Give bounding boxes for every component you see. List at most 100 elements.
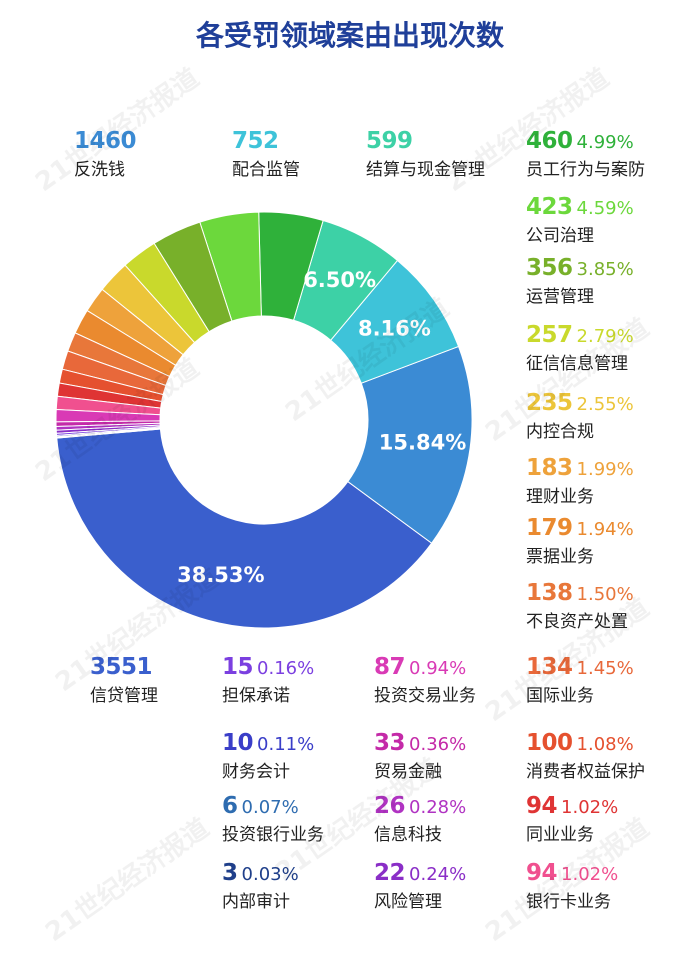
legend-label: 风险管理	[374, 892, 442, 912]
legend-item: 87 0.94% 投资交易业务	[374, 654, 476, 706]
legend-label: 理财业务	[526, 487, 594, 507]
legend-item: 460 4.99% 员工行为与案防	[526, 128, 645, 180]
legend-count: 1460	[74, 128, 137, 154]
legend-count: 3	[222, 860, 238, 886]
legend-count: 179	[526, 515, 573, 541]
legend-item: 3551 信贷管理	[90, 654, 158, 706]
legend-count: 26	[374, 793, 406, 819]
legend-item: 257 2.79% 征信信息管理	[526, 322, 634, 374]
chart-title: 各受罚领域案由出现次数	[195, 19, 504, 52]
legend-percent: 1.45%	[576, 658, 634, 679]
legend-label: 财务会计	[222, 762, 290, 782]
legend-percent: 0.16%	[257, 658, 315, 679]
legend-percent: 2.79%	[576, 326, 634, 347]
legend-item: 423 4.59% 公司治理	[526, 194, 634, 246]
legend-label: 不良资产处置	[526, 612, 628, 632]
legend-count: 3551	[90, 654, 153, 680]
legend-percent: 0.24%	[409, 864, 467, 885]
legend-label: 员工行为与案防	[526, 160, 645, 180]
legend-item: 183 1.99% 理财业务	[526, 455, 634, 507]
legend-item: 15 0.16% 担保承诺	[222, 654, 314, 706]
legend-label: 国际业务	[526, 686, 594, 706]
legend-percent: 0.28%	[409, 797, 467, 818]
legend-label: 结算与现金管理	[366, 160, 485, 180]
legend-percent: 0.07%	[241, 797, 299, 818]
legend-percent: 0.03%	[241, 864, 299, 885]
legend-item: 599 结算与现金管理	[366, 128, 485, 180]
legend-percent: 1.02%	[561, 797, 619, 818]
legend-percent: 0.36%	[409, 734, 467, 755]
legend-count: 138	[526, 580, 573, 606]
legend-label: 信息科技	[374, 825, 442, 845]
legend-count: 94	[526, 860, 558, 886]
legend-percent: 2.55%	[576, 394, 634, 415]
legend-item: 179 1.94% 票据业务	[526, 515, 634, 567]
slice-percent-label: 6.50%	[303, 268, 376, 292]
legend-label: 投资银行业务	[222, 825, 324, 845]
legend-label: 同业业务	[526, 825, 594, 845]
legend-count: 257	[526, 322, 573, 348]
legend-item: 3 0.03% 内部审计	[222, 860, 299, 912]
legend-count: 134	[526, 654, 573, 680]
legend-label: 内控合规	[526, 422, 594, 442]
slice-反洗钱	[347, 345, 473, 544]
legend-count: 752	[232, 128, 279, 154]
legend-count: 22	[374, 860, 406, 886]
legend-item: 94 1.02% 银行卡业务	[526, 860, 618, 912]
legend-item: 100 1.08% 消费者权益保护	[526, 730, 645, 782]
legend-percent: 4.99%	[576, 132, 634, 153]
legend-label: 投资交易业务	[374, 686, 476, 706]
legend-percent: 1.02%	[561, 864, 619, 885]
legend-item: 1460 反洗钱	[74, 128, 137, 180]
legend-count: 10	[222, 730, 254, 756]
legend-label: 公司治理	[526, 226, 594, 246]
legend-label: 银行卡业务	[526, 892, 611, 912]
legend-item: 752 配合监管	[232, 128, 300, 180]
legend-label: 信贷管理	[90, 686, 158, 706]
legend-count: 599	[366, 128, 413, 154]
legend-item: 356 3.85% 运营管理	[526, 255, 634, 307]
legend-label: 消费者权益保护	[526, 762, 645, 782]
legend-count: 423	[526, 194, 573, 220]
legend-percent: 1.08%	[576, 734, 634, 755]
slice-percent-label: 38.53%	[177, 563, 264, 587]
slice-信贷管理	[56, 428, 433, 629]
legend-percent: 1.99%	[576, 459, 634, 480]
slice-percent-label: 15.84%	[379, 431, 466, 455]
legend-label: 内部审计	[222, 892, 290, 912]
legend-item: 33 0.36% 贸易金融	[374, 730, 466, 782]
slice-内部审计	[56, 428, 161, 439]
legend-item: 138 1.50% 不良资产处置	[526, 580, 634, 632]
legend-label: 征信信息管理	[526, 354, 628, 374]
legend-item: 94 1.02% 同业业务	[526, 793, 618, 845]
legend-item: 26 0.28% 信息科技	[374, 793, 466, 845]
legend-label: 运营管理	[526, 287, 594, 307]
legend-percent: 3.85%	[576, 259, 634, 280]
legend-item: 10 0.11% 财务会计	[222, 730, 314, 782]
legend-count: 460	[526, 128, 573, 154]
legend-label: 票据业务	[526, 547, 594, 567]
legend-count: 87	[374, 654, 406, 680]
legend-count: 33	[374, 730, 406, 756]
legend-count: 15	[222, 654, 254, 680]
legend-label: 担保承诺	[222, 686, 290, 706]
legend-percent: 0.94%	[409, 658, 467, 679]
legend-item: 22 0.24% 风险管理	[374, 860, 466, 912]
legend-label: 配合监管	[232, 160, 300, 180]
legend-count: 235	[526, 390, 573, 416]
legend-percent: 1.94%	[576, 519, 634, 540]
legend-percent: 1.50%	[576, 584, 634, 605]
legend-item: 6 0.07% 投资银行业务	[222, 793, 324, 845]
legend-count: 356	[526, 255, 573, 281]
legend-count: 100	[526, 730, 573, 756]
legend-count: 6	[222, 793, 238, 819]
legend-count: 94	[526, 793, 558, 819]
legend-item: 235 2.55% 内控合规	[526, 390, 634, 442]
slice-percent-label: 8.16%	[358, 316, 431, 340]
legend-percent: 0.11%	[257, 734, 315, 755]
legend-label: 反洗钱	[74, 160, 125, 180]
legend-item: 134 1.45% 国际业务	[526, 654, 634, 706]
legend-count: 183	[526, 455, 573, 481]
legend-percent: 4.59%	[576, 198, 634, 219]
